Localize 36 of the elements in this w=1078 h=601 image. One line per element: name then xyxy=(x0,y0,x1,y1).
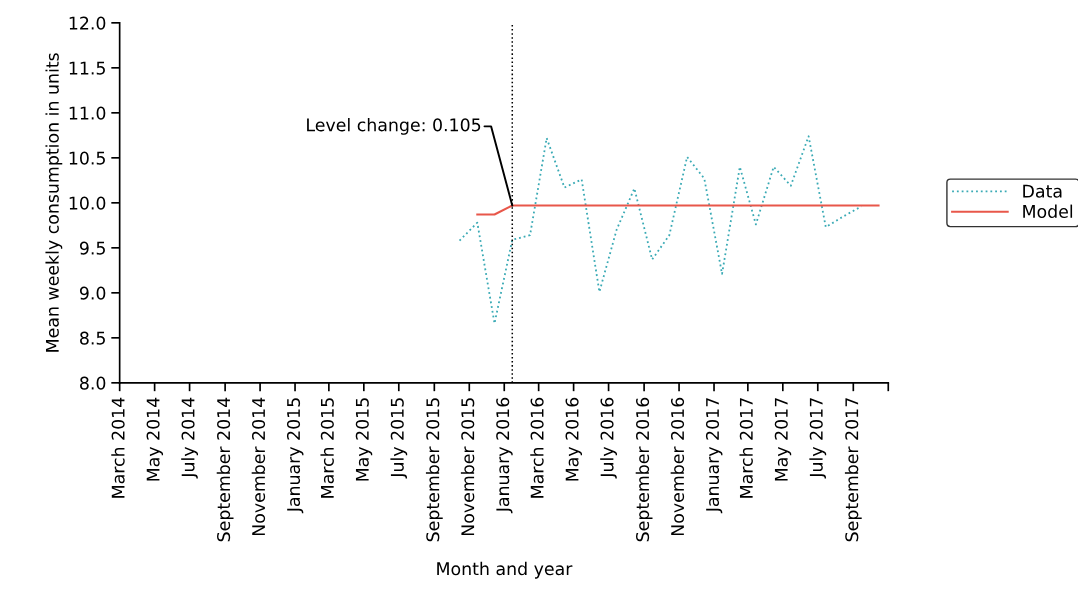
x-tick-label: November 2014 xyxy=(251,397,266,536)
x-tick-label: January 2016 xyxy=(496,397,513,514)
y-tick-label: 11.0 xyxy=(69,106,106,120)
y-axis-title: Mean weekly consumption in units xyxy=(45,53,63,352)
y-tick-label: 10.5 xyxy=(69,151,105,165)
y-tick-label: 8.5 xyxy=(80,331,105,345)
x-tick-label: March 2016 xyxy=(530,397,544,498)
x-tick-label: January 2015 xyxy=(286,398,304,514)
x-tick-label: May 2016 xyxy=(565,397,583,481)
x-tick-label: September 2017 xyxy=(844,398,862,542)
y-tick-label: 9.0 xyxy=(79,286,106,300)
x-tick-label: September 2014 xyxy=(216,397,234,542)
x-tick-label: May 2015 xyxy=(355,398,373,481)
x-tick-label: May 2014 xyxy=(146,397,164,481)
y-tick-label: 8.0 xyxy=(80,376,106,390)
x-tick-label: September 2015 xyxy=(425,398,443,542)
y-tick-label: 11.5 xyxy=(69,61,105,75)
x-axis-title: Month and year xyxy=(437,561,573,579)
x-tick-label: November 2015 xyxy=(460,398,475,536)
x-tick-label: March 2014 xyxy=(111,397,125,498)
annotation: Level change: 0.105 xyxy=(307,117,481,135)
y-tick-label: 12.0 xyxy=(69,16,106,30)
x-tick-label: March 2015 xyxy=(320,398,334,498)
legend-label: Model xyxy=(1023,204,1073,219)
x-tick-label: January 2017 xyxy=(705,398,723,514)
x-tick-label: July 2014 xyxy=(181,397,198,479)
y-tick-label: 9.5 xyxy=(79,241,105,255)
legend-label: Data xyxy=(1023,184,1062,198)
x-tick-label: July 2017 xyxy=(809,398,827,479)
x-tick-label: July 2016 xyxy=(600,397,617,479)
x-tick-label: May 2017 xyxy=(774,398,792,481)
x-tick-label: September 2016 xyxy=(635,397,653,542)
x-tick-label: November 2016 xyxy=(670,397,685,536)
x-tick-label: March 2017 xyxy=(739,398,753,498)
y-tick-label: 10.0 xyxy=(69,196,106,210)
x-tick-label: July 2015 xyxy=(390,398,408,479)
